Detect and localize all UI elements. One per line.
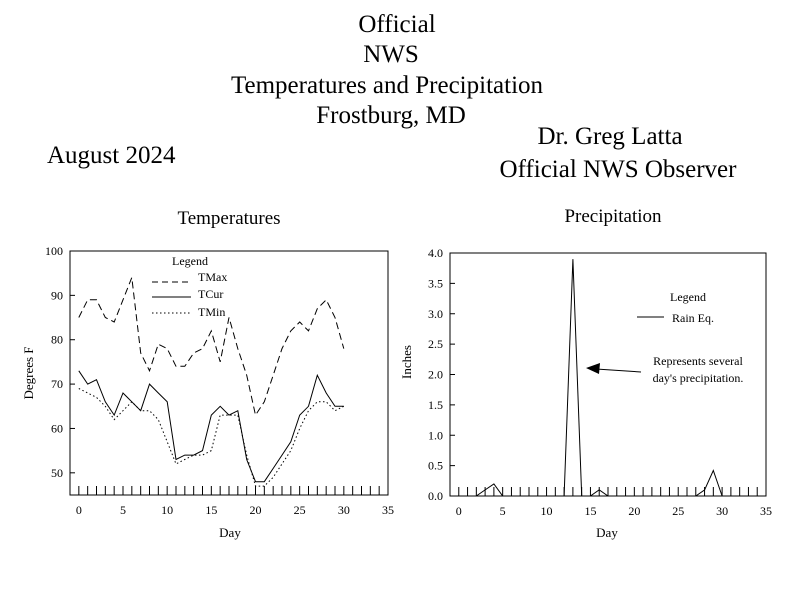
header-nws: NWS <box>363 41 419 68</box>
temperature-x-tick-label: 30 <box>338 503 350 517</box>
precipitation-x-tick-label: 0 <box>456 504 462 518</box>
precipitation-y-axis-label: Inches <box>399 345 414 379</box>
header-official: Official <box>358 11 436 38</box>
precipitation-y-tick-label: 4.0 <box>428 246 443 260</box>
temperature-y-tick-label: 100 <box>45 244 63 258</box>
precipitation-y-tick-label: 1.0 <box>428 428 443 442</box>
temperature-plot-frame <box>69 250 389 496</box>
temperature-series-tmin <box>78 388 345 487</box>
precipitation-y-tick-label: 3.0 <box>428 307 443 321</box>
precipitation-y-tick-label: 3.5 <box>428 276 443 290</box>
month-label: August 2024 <box>47 142 176 169</box>
legend-label-tmin: TMin <box>198 305 225 319</box>
temperature-ticks: 0 5 10 15 20 25 30 35 50 60 70 80 90 100 <box>45 244 394 517</box>
annotation-line-2: day's precipitation. <box>653 371 744 385</box>
precipitation-y-tick-label: 0.0 <box>428 489 443 503</box>
temperature-y-tick-label: 90 <box>51 288 63 302</box>
temperature-y-tick-label: 50 <box>51 466 63 480</box>
precipitation-x-tick-label: 15 <box>584 504 596 518</box>
precipitation-chart: Precipitation 0 5 10 15 20 25 30 35 0.0 0.5 1.0 1.5… <box>399 206 772 540</box>
temperature-x-tick-label: 20 <box>250 503 262 517</box>
temperature-chart: Temperatures 0 5 10 15 20 25 30 35 50 60 70 80 90 100… <box>21 208 394 540</box>
temperature-x-tick-label: 35 <box>382 503 394 517</box>
precipitation-x-tick-label: 25 <box>672 504 684 518</box>
precipitation-x-tick-label: 10 <box>541 504 553 518</box>
temperature-x-tick-label: 5 <box>120 503 126 517</box>
header-location: Frostburg, MD <box>316 102 466 129</box>
precipitation-y-tick-label: 2.0 <box>428 368 443 382</box>
header-title: Temperatures and Precipitation <box>230 72 544 99</box>
temperature-y-tick-label: 80 <box>51 333 63 347</box>
temperature-x-tick-label: 25 <box>294 503 306 517</box>
legend-label-tcur: TCur <box>198 287 223 301</box>
precipitation-x-axis-label: Day <box>596 525 618 540</box>
precipitation-x-tick-label: 20 <box>628 504 640 518</box>
precipitation-series <box>458 259 723 497</box>
legend-label-rain: Rain Eq. <box>672 311 714 325</box>
precipitation-legend-title: Legend <box>670 290 706 304</box>
temperature-x-tick-label: 10 <box>161 503 173 517</box>
temperature-x-axis-label: Day <box>219 525 241 540</box>
observer-role: Official NWS Observer <box>499 156 737 183</box>
annotation-arrow-head <box>586 363 600 374</box>
legend-label-tmax: TMax <box>198 270 227 284</box>
temperature-series-tcur <box>78 370 344 483</box>
precipitation-legend: Legend Rain Eq. <box>637 290 714 325</box>
precipitation-ticks: 0 5 10 15 20 25 30 35 0.0 0.5 1.0 1.5 2.0 2.5 3.0 3.5 4.… <box>428 246 772 518</box>
temperature-legend: Legend TMax TCur TMin <box>152 254 227 319</box>
precipitation-x-tick-label: 35 <box>760 504 772 518</box>
temperature-series-tmax <box>78 277 345 417</box>
precipitation-series-rain-eq <box>458 259 723 497</box>
precipitation-y-tick-label: 0.5 <box>428 459 443 473</box>
temperature-x-tick-label: 15 <box>205 503 217 517</box>
precipitation-chart-title: Precipitation <box>564 206 662 227</box>
precipitation-x-tick-label: 5 <box>500 504 506 518</box>
temperature-series <box>78 277 345 487</box>
precipitation-y-tick-label: 2.5 <box>428 337 443 351</box>
temperature-x-tick-label: 0 <box>76 503 82 517</box>
annotation-line-1: Represents several <box>653 354 743 368</box>
precipitation-annotation: Represents several day's precipitation. <box>586 354 743 385</box>
precipitation-y-tick-label: 1.5 <box>428 398 443 412</box>
precipitation-x-tick-label: 30 <box>716 504 728 518</box>
observer-name: Dr. Greg Latta <box>537 123 683 150</box>
temperature-chart-title: Temperatures <box>177 208 280 229</box>
temperature-y-tick-label: 70 <box>51 377 63 391</box>
annotation-arrow-line <box>595 368 642 373</box>
temperature-y-axis-label: Degrees F <box>21 346 36 399</box>
temperature-legend-title: Legend <box>172 254 208 268</box>
temperature-y-tick-label: 60 <box>51 421 63 435</box>
